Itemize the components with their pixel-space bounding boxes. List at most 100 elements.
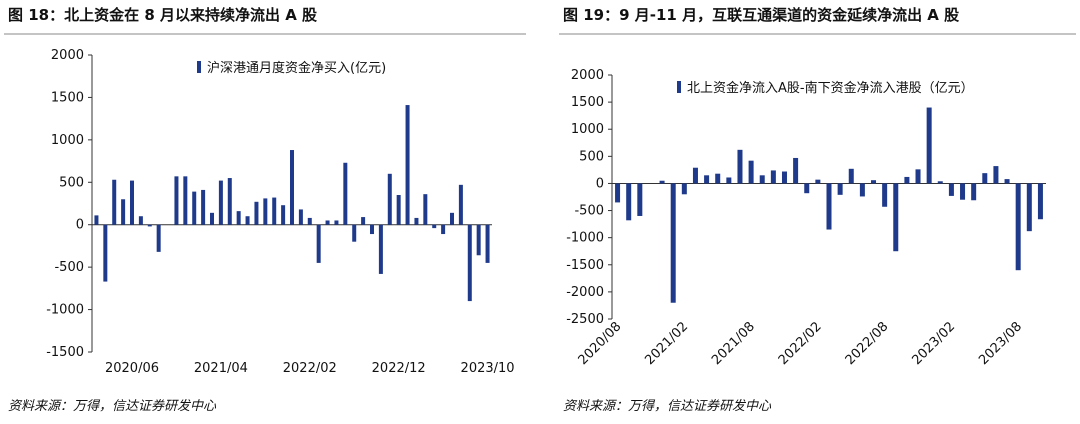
bar [637,183,643,216]
bar [937,181,943,184]
bar [201,189,206,225]
y-tick-label: 2000 [51,48,84,63]
bar [298,209,303,225]
bar [450,212,454,225]
x-tick-label: 2021/04 [194,361,248,376]
y-tick-label: -500 [54,260,84,275]
bar [948,183,954,196]
x-tick-label: 2021/08 [709,319,758,368]
source: 资料来源：万得，信达证券研发中心 [8,399,217,414]
bar [130,180,134,225]
bar [396,195,401,225]
bar [441,224,446,235]
bar [245,216,250,225]
bar [926,107,932,184]
y-tick-label: 0 [596,176,604,191]
bar [692,167,698,184]
bar [370,224,374,235]
bar [432,224,437,229]
bar [715,173,721,184]
chart-title: 图 19：9 月-11 月，互联互通渠道的资金延续净流出 A 股 [563,6,960,24]
bar [982,173,988,184]
x-tick-label: 2020/06 [105,361,159,376]
bar [112,179,117,225]
bar [915,169,921,184]
bar [361,217,366,225]
bar [210,212,214,225]
y-tick-label: 2000 [571,68,604,83]
bar [334,220,339,225]
bar [960,183,966,200]
y-tick-label: -1500 [566,258,604,273]
bar [414,217,419,225]
bar [859,183,865,197]
bar [192,191,197,225]
y-tick-label: -2500 [566,312,604,327]
bar [156,224,161,252]
y-tick-label: 1500 [51,90,84,105]
bar [615,183,621,203]
legend-label: 沪深港通月度资金净买入(亿元) [207,60,386,76]
bar [103,224,108,282]
bar [626,183,632,221]
bar [405,105,410,225]
bar [1026,183,1032,232]
bar [748,160,754,184]
bar [458,184,463,225]
x-tick-label: 2023/02 [909,319,958,368]
x-tick-label: 2022/12 [372,361,426,376]
bar [681,183,687,195]
bar [904,176,910,184]
y-tick-label: 1500 [571,95,604,110]
bar [227,178,232,225]
bar [971,183,977,201]
bar [485,224,490,263]
bar [704,175,710,184]
bar [793,157,799,184]
x-tick-label: 2021/02 [642,319,691,368]
bar [423,194,428,225]
bar [387,173,392,225]
y-tick-label: -1000 [566,231,604,246]
y-tick-label: -1000 [46,303,84,318]
x-tick-label: 2022/08 [843,319,892,368]
bar [826,183,832,230]
bar [848,168,854,184]
bar [893,183,899,252]
x-tick-label: 2022/02 [283,361,337,376]
x-tick-label: 2022/02 [776,319,825,368]
bar [1004,179,1010,184]
x-tick-label: 2023/08 [976,319,1025,368]
bar [236,211,241,225]
bar [147,224,152,227]
bar [882,183,888,207]
bar [307,217,312,225]
bar [325,220,330,225]
x-tick-label: 2023/10 [461,361,515,376]
bar [218,180,223,225]
bar [290,150,294,225]
bar [121,199,126,225]
bar [281,205,286,225]
bar [183,176,188,225]
bar [770,170,776,184]
bar [476,224,481,256]
chart-title: 图 18：北上资金在 8 月以来持续净流出 A 股 [8,6,318,24]
bar [94,215,99,225]
bar [871,180,877,184]
bar [815,179,821,184]
bar [263,198,268,225]
bar [467,224,472,302]
legend-swatch [677,81,681,93]
bar [781,171,787,184]
y-tick-label: 500 [579,149,604,164]
y-tick-label: 1000 [571,122,604,137]
legend-label: 北上资金净流入A股-南下资金净流入港股（亿元） [687,80,974,96]
bar [138,216,143,225]
legend-swatch [197,61,201,73]
bar [378,224,383,274]
bar [174,176,179,225]
y-tick-label: 1000 [51,133,84,148]
y-tick-label: 500 [59,175,84,190]
